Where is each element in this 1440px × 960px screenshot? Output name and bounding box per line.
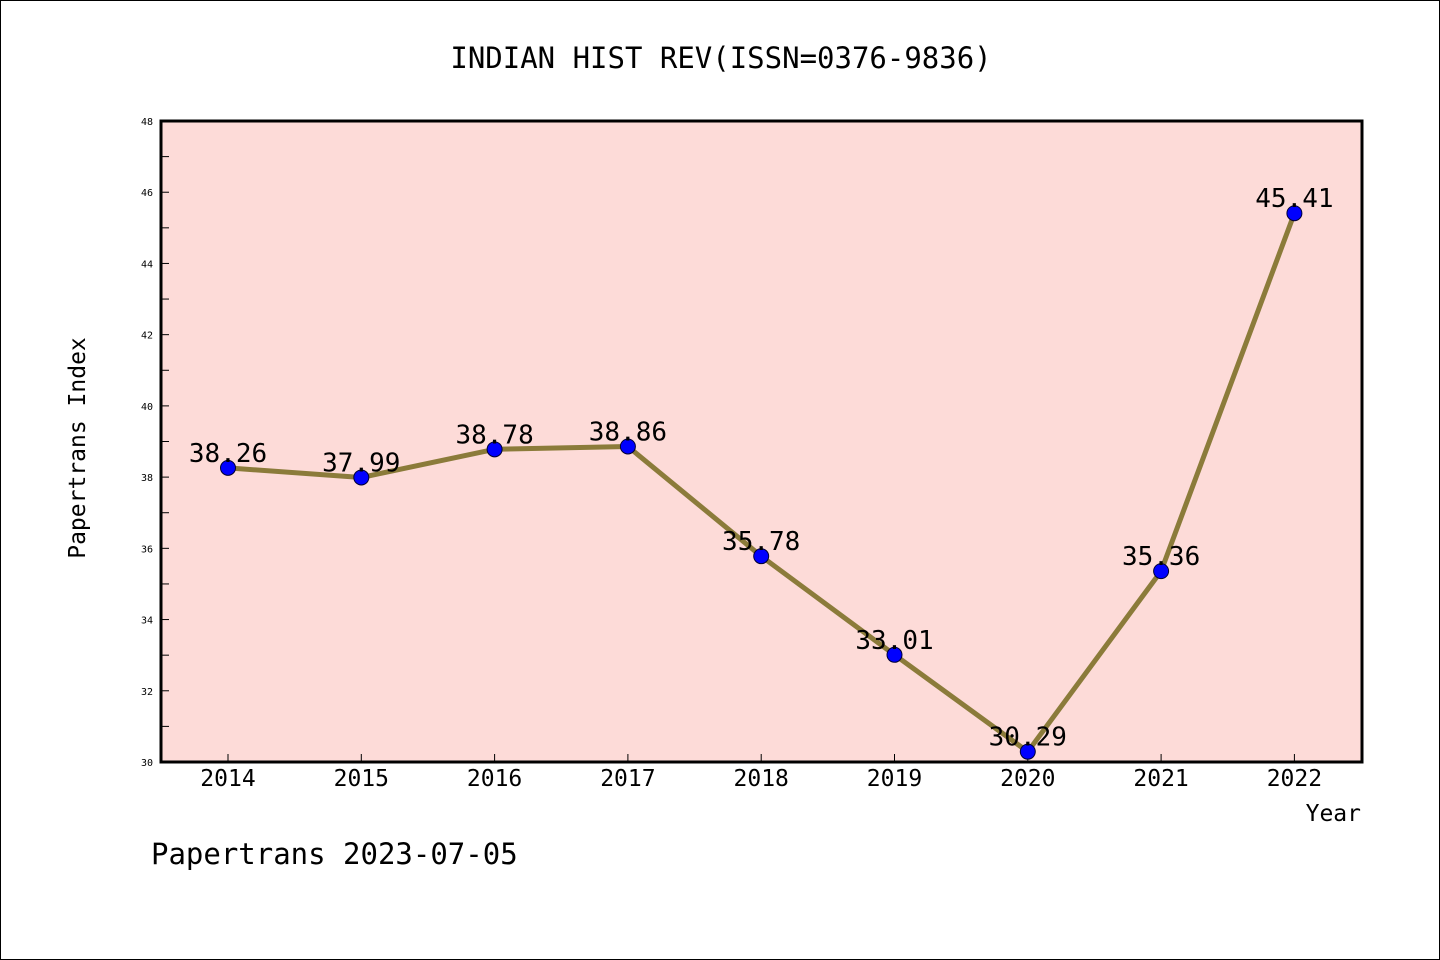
data-value-label: 38.78: [455, 420, 533, 450]
data-value-label: 38.86: [589, 417, 667, 447]
data-point-marker: [1019, 743, 1036, 760]
y-tick-label: 38: [141, 473, 153, 484]
data-value-label: 33.01: [855, 626, 933, 656]
data-point-marker: [486, 441, 503, 458]
data-value-label: 45.41: [1255, 184, 1333, 214]
series-markers: [220, 205, 1303, 760]
x-tick-label: 2016: [467, 766, 522, 792]
x-tick-label: 2015: [334, 766, 389, 792]
x-tick-label: 2014: [200, 766, 255, 792]
data-point-marker: [886, 646, 903, 663]
y-tick-label: 44: [141, 259, 153, 270]
data-point-marker: [220, 459, 236, 476]
x-tick-label: 2021: [1133, 766, 1188, 792]
data-value-label: 35.36: [1122, 542, 1200, 572]
chart-title: INDIAN HIST REV(ISSN=0376-9836): [450, 41, 991, 75]
x-tick-label: 2019: [867, 766, 922, 792]
data-point-marker: [353, 469, 370, 486]
y-tick-label: 40: [141, 402, 153, 413]
x-tick-label: 2018: [734, 766, 789, 792]
y-axis-title: Papertrans Index: [65, 337, 91, 559]
x-axis-title: Year: [1306, 801, 1361, 827]
axis-ticks: 30 32 34 36 38 40 42 44 46 48 2014 2015 2016 2017 2018…: [141, 117, 1322, 792]
plot-area: [161, 121, 1362, 762]
data-labels: 38.26 37.99 38.78 38.86 35.78 33.01 30.29 35.36…: [189, 184, 1334, 752]
data-value-label: 37.99: [322, 448, 400, 478]
data-point-marker: [1153, 563, 1170, 580]
footer-date-caption: Papertrans 2023-07-05: [151, 837, 518, 871]
y-tick-label: 32: [141, 687, 153, 698]
y-tick-label: 34: [141, 616, 153, 627]
y-tick-label: 42: [141, 331, 153, 342]
data-value-label: 35.78: [722, 527, 800, 557]
x-tick-label: 2020: [1000, 766, 1055, 792]
y-tick-label: 46: [141, 188, 153, 199]
plot-border: [159, 119, 1364, 764]
y-tick-label: 36: [141, 544, 153, 555]
y-tick-label: 30: [141, 758, 153, 769]
data-value-label: 38.26: [189, 439, 267, 469]
y-tick-label: 48: [141, 117, 153, 128]
data-point-marker: [753, 548, 770, 565]
x-tick-label: 2017: [600, 766, 655, 792]
x-tick-label: 2022: [1267, 766, 1322, 792]
data-point-marker: [619, 438, 636, 455]
data-value-label: 30.29: [989, 723, 1067, 753]
data-point-marker: [1286, 205, 1303, 222]
